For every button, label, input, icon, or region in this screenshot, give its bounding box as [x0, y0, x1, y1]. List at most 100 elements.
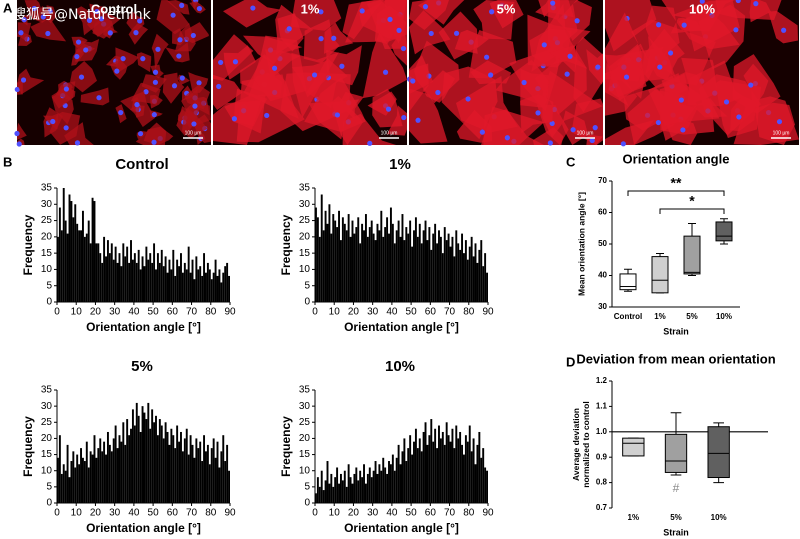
- y-tick-label: 25: [41, 417, 53, 428]
- nucleus: [400, 45, 407, 52]
- bar: [193, 279, 196, 302]
- x-tick-label: 40: [386, 307, 398, 318]
- bar: [147, 259, 150, 302]
- box: [664, 433, 688, 473]
- nucleus: [623, 74, 630, 80]
- nucleus: [137, 131, 144, 137]
- bar: [126, 246, 129, 302]
- bar: [226, 262, 229, 302]
- bar: [74, 204, 77, 302]
- chart-title: Orientation angle: [623, 151, 730, 166]
- bar: [185, 428, 188, 503]
- micrograph: 100 µm Control: [14, 0, 211, 147]
- bar: [172, 249, 175, 302]
- bar: [216, 275, 219, 302]
- y-tick-label: 15: [299, 248, 311, 259]
- bar: [155, 269, 157, 302]
- cell: [754, 102, 795, 145]
- x-tick-label: 20: [90, 307, 102, 318]
- significance-bracket: [627, 190, 725, 196]
- bar: [158, 419, 161, 503]
- bar: [160, 425, 163, 503]
- nucleus: [74, 140, 81, 146]
- cell: [532, 127, 564, 145]
- cell: [17, 122, 27, 140]
- bar: [361, 223, 364, 302]
- x-tick-label: 20: [348, 508, 360, 519]
- bar: [224, 266, 227, 302]
- nucleus: [656, 22, 662, 28]
- bar: [416, 448, 419, 503]
- bar: [114, 425, 117, 503]
- cell: [213, 73, 243, 110]
- cell: [324, 22, 354, 54]
- nucleus: [735, 0, 741, 4]
- bar: [368, 227, 371, 302]
- bar: [183, 438, 186, 503]
- bar: [135, 402, 138, 503]
- x-tick-label: 1%: [654, 312, 666, 321]
- bar: [91, 197, 94, 302]
- bar: [416, 236, 419, 302]
- y-tick-label: 20: [299, 433, 311, 444]
- bar: [463, 253, 465, 302]
- bar: [74, 467, 77, 503]
- bar: [220, 451, 223, 503]
- cell: [304, 77, 366, 132]
- bar: [468, 246, 471, 302]
- bar: [145, 419, 148, 503]
- nucleus: [667, 50, 674, 56]
- y-tick-label: 30: [41, 199, 53, 210]
- bar: [166, 272, 169, 302]
- bar: [428, 435, 431, 503]
- bar: [338, 210, 340, 302]
- bar: [72, 451, 75, 503]
- bar: [366, 236, 369, 302]
- bar: [87, 220, 90, 302]
- bar: [476, 262, 479, 302]
- nucleus: [680, 127, 686, 133]
- y-tick-label: 30: [299, 199, 311, 210]
- cell: [151, 33, 169, 70]
- nucleus: [98, 16, 105, 22]
- bar: [139, 269, 142, 302]
- bar: [197, 269, 200, 302]
- nucleus: [179, 2, 185, 8]
- y-tick-label: 35: [299, 385, 311, 396]
- bar: [376, 223, 379, 302]
- bar: [315, 207, 317, 302]
- bar: [143, 266, 146, 302]
- bar: [384, 227, 387, 302]
- bar: [120, 441, 123, 503]
- bar: [486, 272, 488, 302]
- bar: [193, 457, 196, 503]
- bar: [97, 448, 100, 503]
- bar: [430, 419, 433, 503]
- bar: [206, 444, 209, 503]
- nucleus: [655, 119, 661, 126]
- bar: [326, 223, 329, 302]
- cell: [223, 0, 282, 28]
- nucleus: [479, 129, 485, 135]
- y-axis-label: Mean orientation angle [°]: [576, 192, 586, 296]
- y-tick-label: 40: [598, 271, 607, 280]
- bar: [156, 435, 159, 503]
- bar: [68, 194, 71, 302]
- nucleus: [367, 140, 373, 146]
- bar: [349, 236, 352, 302]
- bar: [380, 470, 383, 503]
- bar: [339, 240, 342, 302]
- bar: [353, 233, 356, 302]
- nucleus: [733, 27, 739, 33]
- nucleus: [488, 72, 494, 78]
- bar: [336, 227, 339, 302]
- nucleus: [385, 106, 392, 112]
- bar: [393, 470, 396, 503]
- bar: [158, 262, 161, 302]
- cell: [290, 0, 342, 31]
- annotation: #: [673, 481, 680, 495]
- y-tick-label: 5: [46, 280, 52, 291]
- bar: [449, 246, 452, 302]
- bar: [201, 275, 204, 302]
- y-axis-label: Frequency: [21, 416, 35, 477]
